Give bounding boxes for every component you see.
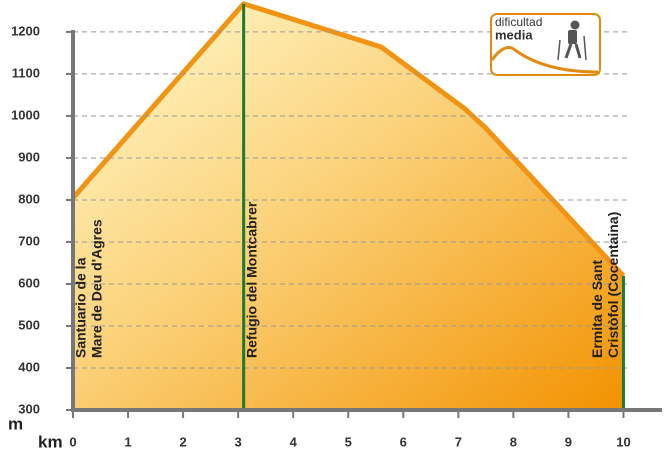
- y-tick-label: 700: [18, 233, 40, 248]
- x-tick-label: 2: [179, 434, 186, 449]
- badge-curve: [490, 46, 599, 74]
- x-tick-label: 5: [345, 434, 352, 449]
- area-fill: [73, 3, 624, 411]
- x-tick-label: 3: [235, 434, 242, 449]
- x-tick-label: 8: [510, 434, 517, 449]
- x-axis-unit: km: [38, 432, 63, 450]
- y-tick-label: 800: [18, 191, 40, 206]
- marker-label: Santuario de la: [73, 257, 89, 358]
- x-tick-label: 7: [455, 434, 462, 449]
- y-tick-label: 300: [18, 401, 40, 416]
- y-tick-label: 400: [18, 359, 40, 374]
- x-tick-label: 10: [616, 434, 630, 449]
- y-tick-label: 900: [18, 149, 40, 164]
- marker-label: Cristòfol (Cocentaina): [605, 212, 621, 358]
- y-axis-unit: m: [8, 414, 23, 433]
- y-tick-label: 500: [18, 317, 40, 332]
- x-tick-label: 0: [69, 434, 76, 449]
- x-tick-label: 1: [124, 434, 131, 449]
- x-tick-label: 4: [290, 434, 298, 449]
- badge-line1: dificultad: [495, 15, 542, 29]
- y-tick-label: 600: [18, 275, 40, 290]
- marker-label: Mare de Deu d'Agres: [89, 219, 105, 358]
- hiker-icon: [557, 20, 587, 61]
- badge-frame: [490, 13, 601, 76]
- y-tick-label: 1200: [11, 23, 40, 38]
- badge-line2: media: [495, 27, 533, 42]
- x-tick-label: 6: [400, 434, 407, 449]
- marker-label: Ermita de Sant: [589, 260, 605, 358]
- difficulty-badge: dificultad media: [490, 13, 601, 76]
- x-tick-label: 9: [565, 434, 572, 449]
- y-tick-label: 1100: [12, 65, 40, 80]
- y-tick-label: 1000: [11, 107, 40, 122]
- profile-line: [71, 1, 626, 278]
- marker-label: Refugio del Montcabrer: [243, 201, 259, 358]
